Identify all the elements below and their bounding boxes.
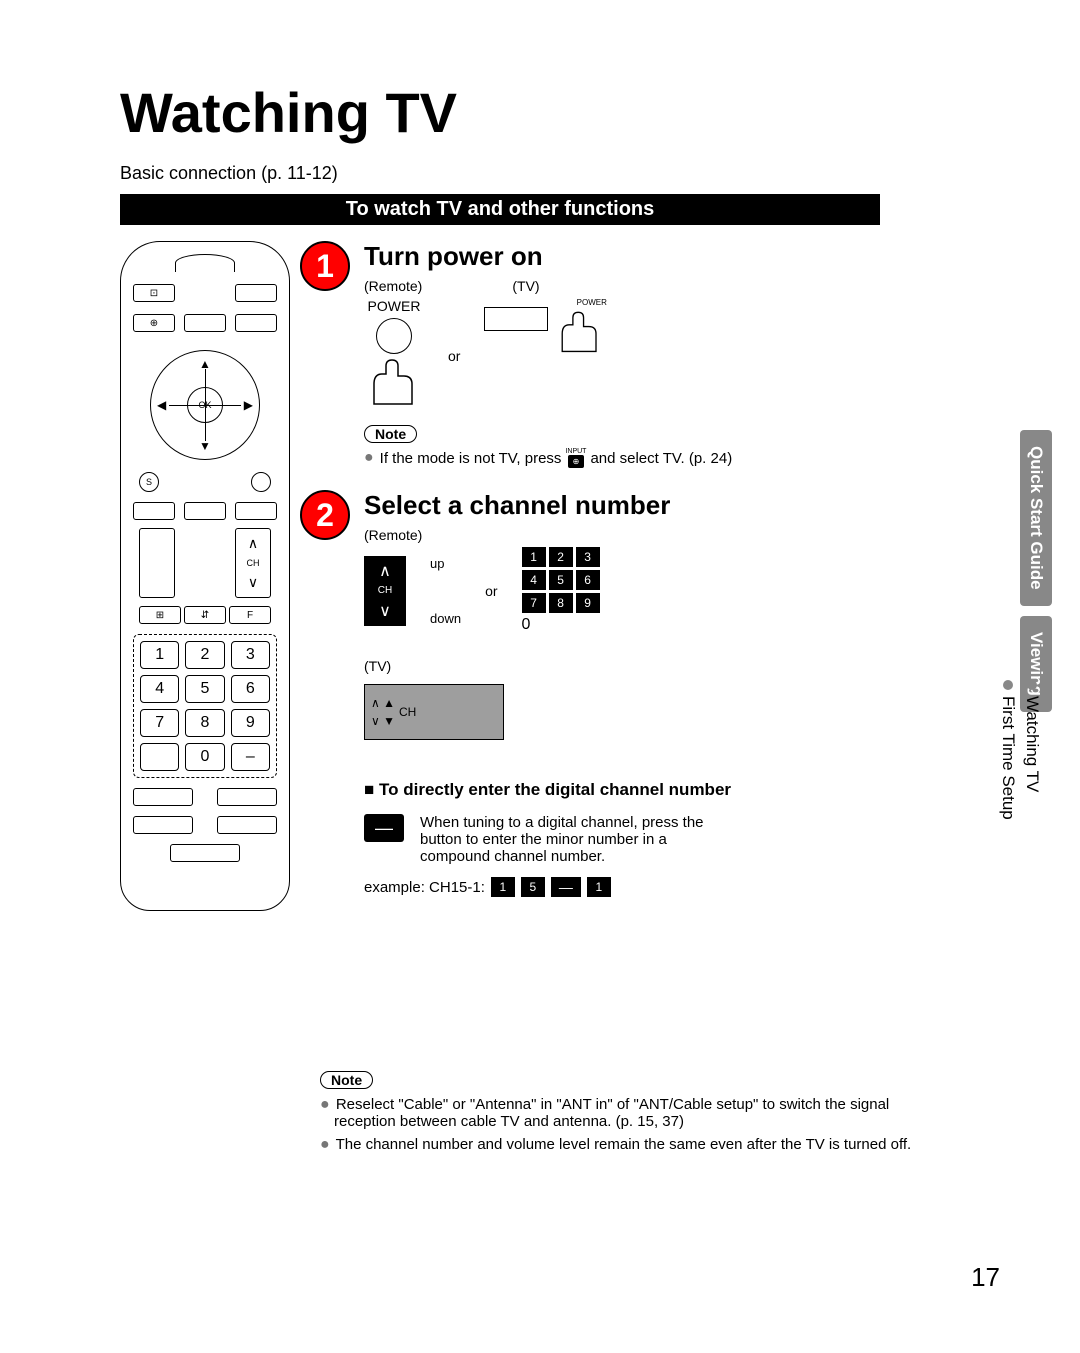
power-button-icon: [376, 318, 412, 354]
ch-arrow-labels: up down: [430, 556, 461, 626]
direct-digital-heading: ■ To directly enter the digital channel …: [364, 780, 731, 800]
ch-rocker-icon: ∧CH∨: [364, 556, 406, 626]
side-tabs: Quick Start Guide Viewing: [1020, 430, 1052, 712]
step-2: 2 Select a channel number (Remote) ∧CH∨ …: [300, 490, 1010, 897]
remote-small-btn: [133, 502, 175, 520]
remote-small-btn: ⊡: [133, 284, 175, 302]
hand-press-icon: [364, 354, 424, 408]
remote-small-btn: [133, 816, 193, 834]
remote-small-btn: [217, 816, 277, 834]
or-label: or: [485, 583, 497, 599]
remote-key: 0: [185, 743, 224, 771]
remote-small-btn: [133, 788, 193, 806]
remote-keypad: 1 2 3 4 5 6 7 8 9 0 –: [133, 634, 277, 778]
or-label: or: [448, 348, 460, 364]
remote-key: 3: [231, 641, 270, 669]
remote-small-btn: [235, 502, 277, 520]
side-toc: Watching TV First Time Setup: [996, 680, 1044, 820]
remote-ch-rocker: ∧ CH ∨: [235, 528, 271, 598]
bottom-note: Note ● Reselect "Cable" or "Antenna" in …: [320, 1059, 920, 1153]
remote-small-btn: ⊕: [133, 314, 175, 332]
remote-small-btn: ⊞: [139, 606, 181, 624]
step2-tv-label: (TV): [364, 658, 731, 674]
basic-connection-line: Basic connection (p. 11-12): [120, 163, 1010, 184]
tab-quick-start: Quick Start Guide: [1020, 430, 1052, 606]
power-label: POWER: [364, 298, 424, 314]
dash-key-icon: —: [364, 814, 404, 842]
page-number: 17: [971, 1262, 1000, 1293]
note-pill: Note: [320, 1071, 373, 1089]
remote-key: 2: [185, 641, 224, 669]
step-1: 1 Turn power on (Remote) (TV) POWER or: [300, 241, 1010, 468]
input-button-icon: ⊕: [568, 455, 585, 468]
remote-small-btn: [217, 788, 277, 806]
direct-digital-body: When tuning to a digital channel, press …: [420, 814, 720, 865]
remote-key: [140, 743, 179, 771]
remote-s-btn: S: [139, 472, 159, 492]
remote-ir-window: [175, 254, 235, 272]
remote-key: –: [231, 743, 270, 771]
remote-key: 9: [231, 709, 270, 737]
remote-vol-rocker: [139, 528, 175, 598]
page-title: Watching TV: [120, 80, 1010, 145]
remote-circle-btn: [251, 472, 271, 492]
tv-power-illustration: POWER: [484, 298, 606, 360]
step-number-2: 2: [300, 490, 350, 540]
remote-small-btn: [235, 284, 277, 302]
step-number-1: 1: [300, 241, 350, 291]
digit-grid: 123 456 789: [522, 547, 600, 613]
remote-small-btn: [184, 502, 226, 520]
remote-small-btn: ⇵: [184, 606, 226, 624]
remote-small-btn: [235, 314, 277, 332]
step1-heading: Turn power on: [364, 241, 732, 272]
example-row: example: CH15-1: 1 5 — 1: [364, 877, 731, 897]
remote-key: 8: [185, 709, 224, 737]
remote-outline: ⊡ ⊕ ▲▼ ◀▶ OK S: [120, 241, 290, 911]
step2-heading: Select a channel number: [364, 490, 731, 521]
remote-key: 4: [140, 675, 179, 703]
remote-dpad: ▲▼ ◀▶ OK: [150, 350, 260, 460]
remote-wide-btn: [170, 844, 240, 862]
section-bar: To watch TV and other functions: [120, 194, 880, 225]
step2-remote-label: (Remote): [364, 527, 731, 543]
remote-small-btn: [184, 314, 226, 332]
remote-small-btn: F: [229, 606, 271, 624]
step1-remote-label: (Remote): [364, 278, 422, 294]
remote-key: 1: [140, 641, 179, 669]
tv-ch-box: ∧ ▲∨ ▼ CH: [364, 684, 504, 740]
note-pill: Note: [364, 425, 417, 443]
remote-key: 6: [231, 675, 270, 703]
remote-key: 5: [185, 675, 224, 703]
step1-tv-label: (TV): [512, 278, 539, 294]
remote-ok-btn: OK: [187, 387, 223, 423]
remote-key: 7: [140, 709, 179, 737]
step1-note-line: ● If the mode is not TV, press INPUT ⊕ a…: [364, 448, 732, 468]
